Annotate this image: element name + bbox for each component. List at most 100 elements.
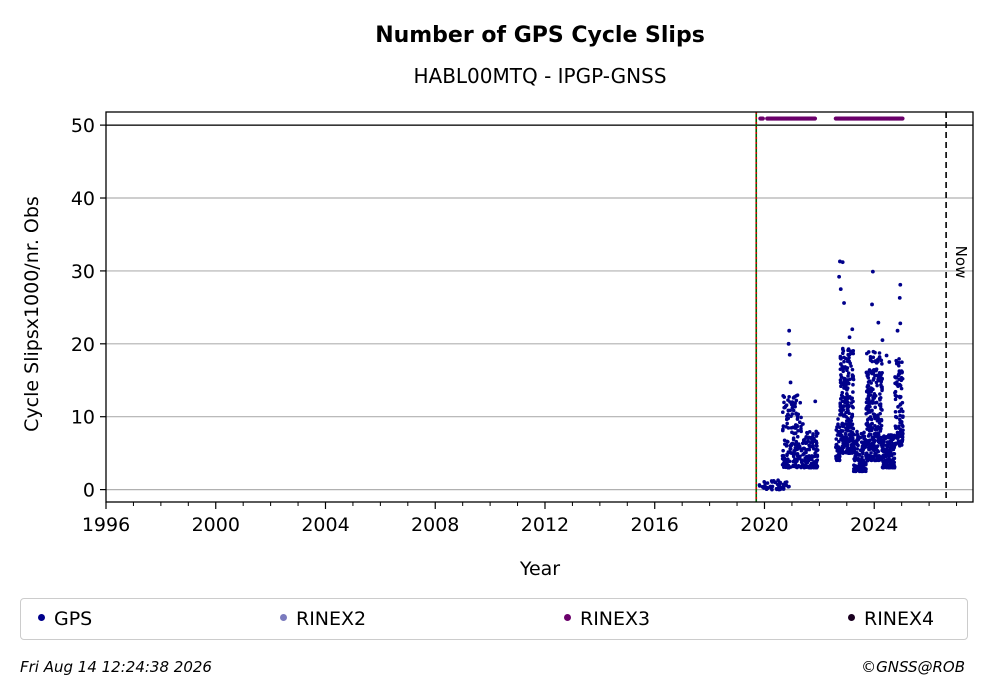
gps-point xyxy=(814,439,819,444)
gps-point xyxy=(869,371,874,375)
gps-point xyxy=(897,426,901,430)
y-tick-label: 50 xyxy=(71,115,95,137)
gps-point xyxy=(815,453,820,458)
gps-point xyxy=(838,397,843,401)
gps-point xyxy=(880,338,885,343)
gps-point xyxy=(864,451,869,455)
gps-point xyxy=(872,392,877,396)
gps-point xyxy=(869,451,873,455)
gps-point xyxy=(851,405,855,410)
gps-point xyxy=(798,446,802,451)
gps-point xyxy=(867,401,872,406)
gps-point xyxy=(901,414,905,418)
gps-point xyxy=(840,433,844,438)
gps-point xyxy=(812,465,816,470)
gps-point xyxy=(852,458,857,463)
legend-marker-rinex2 xyxy=(280,614,287,621)
gps-point xyxy=(842,383,846,387)
gps-point xyxy=(892,445,897,450)
gps-point xyxy=(793,442,797,446)
x-tick-label: 2004 xyxy=(301,514,349,536)
gps-point xyxy=(884,353,889,358)
gps-point xyxy=(864,400,869,405)
gps-point xyxy=(784,424,788,429)
gps-point xyxy=(893,424,898,428)
gps-point xyxy=(798,400,803,405)
y-tick-label: 0 xyxy=(83,480,95,502)
gps-point xyxy=(881,456,886,460)
gps-point xyxy=(836,417,840,421)
gps-point xyxy=(870,359,875,364)
gps-point xyxy=(784,480,789,484)
gps-point xyxy=(878,392,882,396)
x-axis-label: Year xyxy=(519,558,560,580)
gps-point xyxy=(791,436,796,441)
gps-point xyxy=(871,398,875,403)
gps-point xyxy=(851,382,855,387)
gps-point xyxy=(866,407,871,412)
legend-label-gps: GPS xyxy=(54,608,93,630)
gps-point xyxy=(896,384,900,389)
gps-point xyxy=(885,434,889,439)
gps-point xyxy=(862,466,867,471)
rinex3-point xyxy=(760,116,765,121)
gps-point xyxy=(842,386,846,390)
plot-frame xyxy=(105,111,974,503)
gps-point xyxy=(861,441,866,446)
gps-point xyxy=(893,397,898,402)
chart-subtitle: HABL00MTQ - IPGP-GNSS xyxy=(413,64,666,88)
gps-point xyxy=(899,407,904,411)
gps-point xyxy=(799,415,803,420)
gps-point xyxy=(852,432,857,437)
y-tick-label: 40 xyxy=(71,188,95,210)
gps-point xyxy=(845,407,850,411)
gps-point xyxy=(834,437,839,441)
gps-point xyxy=(840,364,844,369)
gps-point xyxy=(835,433,840,437)
gps-point xyxy=(855,429,859,434)
gps-point xyxy=(855,447,860,451)
gps-point xyxy=(784,483,789,488)
gps-point xyxy=(887,454,892,458)
gps-point xyxy=(898,403,902,407)
legend-label-rinex2: RINEX2 xyxy=(296,608,367,630)
x-tick-label: 2000 xyxy=(192,514,240,536)
gps-point xyxy=(842,379,846,384)
gps-point xyxy=(870,269,875,274)
gps-point xyxy=(881,464,886,469)
x-tick-label: 2020 xyxy=(740,514,788,536)
gps-point xyxy=(872,448,877,453)
footer-timestamp: Fri Aug 14 12:24:38 2026 xyxy=(20,658,212,676)
reference-lines xyxy=(755,112,947,502)
gps-point xyxy=(856,434,861,439)
gps-point xyxy=(805,464,809,469)
legend-label-rinex3: RINEX3 xyxy=(580,608,651,630)
gps-point xyxy=(849,418,854,423)
gps-point xyxy=(811,432,815,436)
gps-point xyxy=(851,390,855,394)
gps-point xyxy=(867,368,872,372)
gps-point xyxy=(786,412,790,417)
gps-point xyxy=(882,434,886,438)
gps-point xyxy=(796,428,800,433)
gps-point xyxy=(897,394,902,399)
gps-point xyxy=(873,350,877,355)
gps-point xyxy=(786,398,790,402)
gps-point xyxy=(893,393,898,398)
gps-point xyxy=(866,454,870,459)
gps-point xyxy=(851,426,856,431)
x-tick-label: 2012 xyxy=(521,514,569,536)
gps-point xyxy=(901,424,905,429)
gps-point xyxy=(869,441,874,446)
gps-point xyxy=(877,351,882,355)
gps-point xyxy=(840,438,845,443)
gps-point xyxy=(893,381,897,386)
gps-point xyxy=(788,447,793,451)
x-tick-label: 2024 xyxy=(850,514,898,536)
gps-point xyxy=(897,434,901,438)
gps-point xyxy=(857,452,862,457)
x-tick-label: 2016 xyxy=(631,514,679,536)
rinex3-point xyxy=(900,116,905,121)
gps-point xyxy=(788,408,793,413)
legend-item-rinex2: RINEX2 xyxy=(280,608,366,630)
